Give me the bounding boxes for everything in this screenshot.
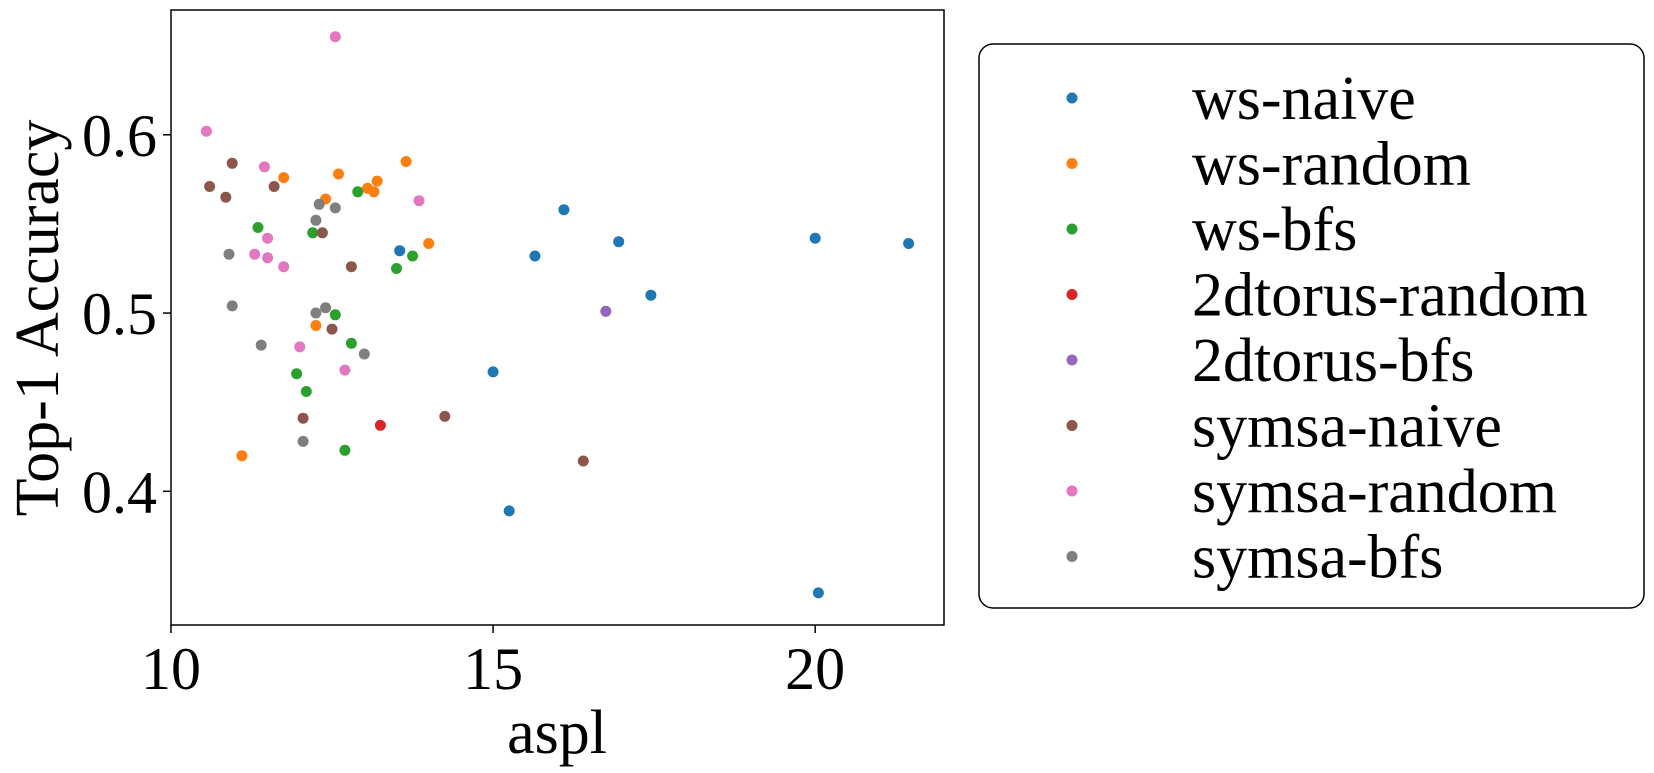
- x-tick-label: 20: [785, 636, 845, 702]
- point-5-3: [268, 181, 280, 192]
- point-6-4: [262, 232, 274, 244]
- legend-label: symsa-bfs: [1192, 524, 1443, 592]
- x-axis-label: aspl: [507, 699, 607, 767]
- point-5-0: [226, 157, 238, 169]
- point-2-1: [307, 227, 319, 239]
- y-axis-ticks: 0.4 0.5 0.6: [82, 103, 171, 525]
- x-tick-label: 15: [463, 636, 523, 702]
- legend-label: ws-naive: [1192, 65, 1416, 133]
- point-0-3: [613, 236, 625, 248]
- legend: ws-naivews-randomws-bfs2dtorus-random2dt…: [978, 43, 1645, 609]
- point-5-5: [345, 261, 357, 273]
- y-tick-label: 0.5: [82, 281, 157, 347]
- legend-label: ws-random: [1192, 131, 1471, 199]
- point-6-1: [200, 125, 212, 137]
- point-0-7: [809, 232, 821, 244]
- point-5-9: [577, 455, 589, 467]
- point-6-0: [329, 31, 341, 43]
- legend-marker: [1066, 92, 1078, 104]
- y-tick-label: 0.4: [82, 459, 157, 525]
- plot-area: 10 15 20 0.4 0.5 0.6: [82, 9, 945, 702]
- point-2-0: [252, 222, 264, 233]
- point-2-6: [345, 337, 357, 349]
- point-2-8: [300, 386, 312, 397]
- plot-frame: [170, 9, 945, 626]
- legend-marker: [1066, 223, 1078, 235]
- point-7-9: [297, 435, 309, 447]
- data-points: [200, 31, 915, 599]
- point-1-5: [368, 186, 380, 198]
- point-6-9: [339, 364, 351, 376]
- legend-label: 2dtorus-random: [1192, 262, 1588, 330]
- point-0-5: [487, 366, 499, 378]
- point-6-6: [262, 252, 274, 264]
- point-2-7: [291, 368, 303, 380]
- legend-label: 2dtorus-bfs: [1192, 327, 1474, 395]
- point-7-5: [310, 307, 322, 319]
- legend-label: symsa-random: [1192, 458, 1557, 526]
- legend-marker: [1066, 158, 1078, 169]
- point-2-9: [339, 444, 351, 456]
- point-2-3: [391, 263, 402, 274]
- point-4-0: [600, 305, 612, 317]
- point-2-5: [329, 309, 341, 321]
- point-1-2: [400, 156, 412, 167]
- point-5-2: [220, 191, 232, 203]
- legend-items: ws-naivews-randomws-bfs2dtorus-random2dt…: [1066, 65, 1588, 592]
- x-axis-ticks: 10 15 20: [141, 625, 845, 702]
- y-axis-label: Top-1 Accuracy: [4, 120, 72, 517]
- point-5-8: [439, 410, 451, 422]
- legend-marker: [1066, 551, 1078, 562]
- point-0-2: [529, 250, 541, 262]
- point-7-8: [358, 348, 370, 360]
- point-6-5: [249, 248, 261, 260]
- point-0-9: [812, 587, 824, 599]
- point-2-2: [352, 186, 364, 198]
- point-1-7: [423, 238, 435, 249]
- point-0-1: [558, 204, 570, 216]
- point-5-1: [204, 181, 216, 192]
- point-1-9: [236, 450, 248, 462]
- point-6-2: [258, 161, 270, 173]
- point-7-7: [255, 339, 267, 351]
- legend-marker: [1066, 354, 1078, 366]
- point-7-0: [313, 198, 325, 210]
- y-tick-label: 0.6: [82, 103, 157, 169]
- point-5-6: [326, 323, 338, 335]
- point-1-1: [333, 168, 344, 180]
- point-7-6: [320, 302, 332, 314]
- legend-label: ws-bfs: [1192, 196, 1357, 264]
- legend-marker: [1066, 420, 1078, 431]
- point-7-2: [310, 214, 322, 226]
- point-5-4: [316, 227, 328, 239]
- point-1-8: [310, 320, 322, 331]
- point-0-0: [394, 245, 406, 257]
- point-3-0: [374, 419, 386, 431]
- legend-frame: [978, 43, 1645, 609]
- point-0-4: [645, 289, 657, 301]
- point-0-6: [503, 505, 515, 517]
- point-5-7: [297, 412, 309, 424]
- point-2-4: [407, 250, 419, 262]
- point-6-3: [413, 195, 425, 207]
- legend-marker: [1066, 485, 1078, 497]
- point-7-3: [223, 248, 235, 260]
- point-6-8: [294, 341, 306, 353]
- point-7-4: [226, 300, 238, 312]
- legend-label: symsa-naive: [1192, 393, 1502, 461]
- point-0-8: [903, 238, 915, 249]
- point-1-6: [371, 175, 383, 187]
- point-6-7: [278, 261, 290, 273]
- point-7-1: [329, 202, 341, 214]
- point-1-0: [278, 172, 290, 184]
- x-tick-label: 10: [141, 636, 201, 702]
- legend-marker: [1066, 289, 1078, 300]
